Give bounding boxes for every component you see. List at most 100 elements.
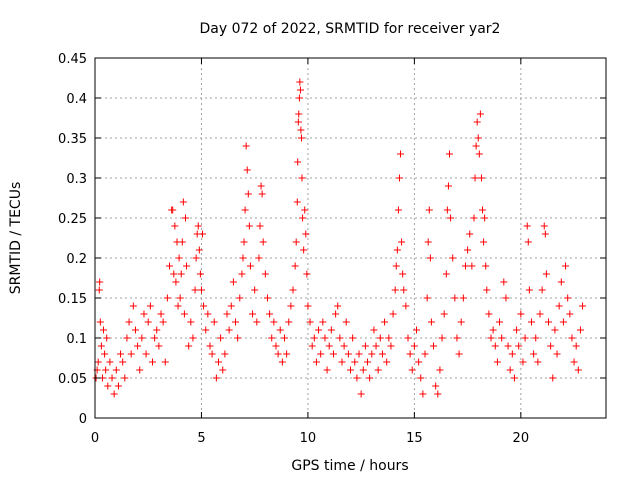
data-point xyxy=(336,334,344,342)
data-point xyxy=(364,358,372,366)
data-point xyxy=(421,350,429,358)
data-point xyxy=(574,366,582,374)
data-point xyxy=(303,270,311,278)
data-point xyxy=(308,342,316,350)
data-point xyxy=(385,334,393,342)
data-point xyxy=(244,190,252,198)
data-point xyxy=(301,206,309,214)
data-point xyxy=(155,342,163,350)
data-point xyxy=(255,254,263,262)
data-point xyxy=(146,302,154,310)
y-tick-label: 0.1 xyxy=(66,332,87,347)
data-point xyxy=(114,382,122,390)
data-point xyxy=(447,214,455,222)
data-point xyxy=(214,358,222,366)
data-point xyxy=(464,246,472,254)
data-point xyxy=(423,294,431,302)
data-point xyxy=(451,294,459,302)
data-point xyxy=(229,278,237,286)
data-point xyxy=(148,358,156,366)
data-point xyxy=(200,302,208,310)
data-point xyxy=(496,318,504,326)
data-point xyxy=(430,342,438,350)
data-point xyxy=(536,310,544,318)
data-point xyxy=(397,150,405,158)
data-point xyxy=(427,318,435,326)
data-point xyxy=(317,350,325,358)
data-point xyxy=(353,374,361,382)
data-point xyxy=(296,78,304,86)
data-point xyxy=(481,214,489,222)
data-point xyxy=(461,262,469,270)
data-point xyxy=(564,294,572,302)
data-point xyxy=(177,270,185,278)
data-point xyxy=(94,358,102,366)
data-point xyxy=(227,302,235,310)
y-tick-label: 0.2 xyxy=(66,252,87,267)
data-point xyxy=(361,342,369,350)
data-point xyxy=(374,366,382,374)
data-point xyxy=(100,326,108,334)
y-tick-label: 0.4 xyxy=(66,92,87,107)
data-point xyxy=(395,174,403,182)
data-point xyxy=(440,310,448,318)
data-point xyxy=(138,334,146,342)
data-point xyxy=(370,326,378,334)
data-point xyxy=(572,342,580,350)
data-point xyxy=(334,302,342,310)
data-point xyxy=(359,366,367,374)
data-point xyxy=(425,206,433,214)
data-point xyxy=(246,262,254,270)
data-point xyxy=(176,294,184,302)
data-point xyxy=(298,134,306,142)
data-point xyxy=(471,174,479,182)
data-point xyxy=(515,342,523,350)
data-point xyxy=(249,310,257,318)
data-point xyxy=(482,262,490,270)
data-point xyxy=(493,358,501,366)
data-point xyxy=(199,230,207,238)
data-point xyxy=(476,110,484,118)
data-point xyxy=(134,342,142,350)
data-point xyxy=(170,270,178,278)
data-point xyxy=(332,310,340,318)
data-point xyxy=(297,126,305,134)
data-point xyxy=(519,358,527,366)
data-point xyxy=(129,302,137,310)
data-point xyxy=(293,198,301,206)
data-point xyxy=(413,326,421,334)
data-point xyxy=(185,342,193,350)
data-point xyxy=(123,334,131,342)
data-point xyxy=(489,326,497,334)
data-point xyxy=(483,286,491,294)
data-point xyxy=(253,318,261,326)
data-point xyxy=(259,238,267,246)
data-point xyxy=(444,182,452,190)
data-point xyxy=(459,294,467,302)
y-tick-label: 0.15 xyxy=(58,292,87,307)
data-point xyxy=(268,334,276,342)
data-point xyxy=(372,342,380,350)
data-point xyxy=(523,222,531,230)
y-tick-label: 0 xyxy=(79,412,87,427)
data-point xyxy=(500,278,508,286)
data-point xyxy=(242,142,250,150)
data-point xyxy=(323,366,331,374)
data-point xyxy=(161,358,169,366)
data-point xyxy=(204,310,212,318)
data-point xyxy=(144,318,152,326)
data-point xyxy=(127,350,135,358)
data-point xyxy=(406,350,414,358)
data-point xyxy=(327,326,335,334)
data-point xyxy=(442,270,450,278)
data-point xyxy=(210,318,218,326)
data-point xyxy=(294,118,302,126)
data-point xyxy=(347,366,354,374)
data-point xyxy=(285,318,293,326)
data-point xyxy=(576,326,584,334)
data-point xyxy=(521,334,529,342)
data-point xyxy=(106,358,114,366)
data-point xyxy=(97,342,105,350)
data-point xyxy=(547,342,555,350)
data-point xyxy=(221,350,229,358)
